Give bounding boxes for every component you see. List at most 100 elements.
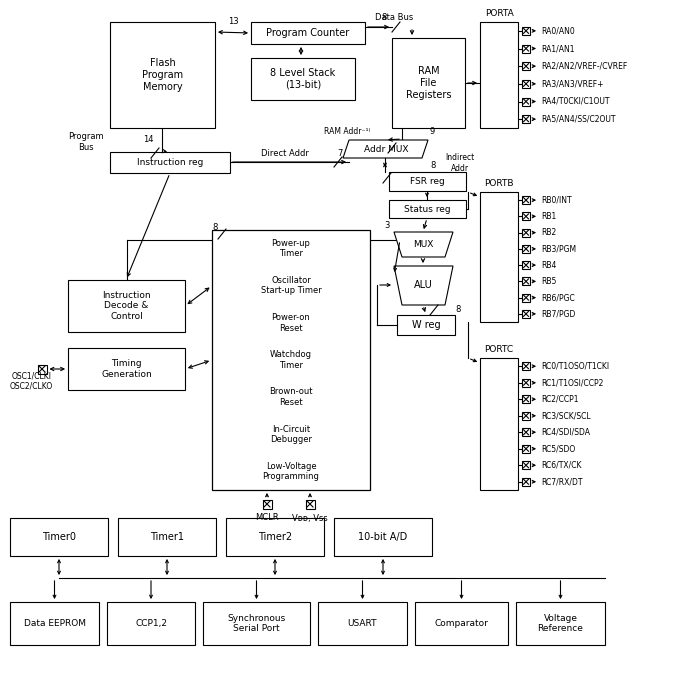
Bar (522, 245, 530, 253)
Text: 3: 3 (384, 220, 390, 229)
Text: Comparator: Comparator (435, 619, 489, 628)
Text: Instruction
Decode &
Control: Instruction Decode & Control (102, 291, 151, 321)
Text: Voltage
Reference: Voltage Reference (538, 614, 584, 633)
Text: CCP1,2: CCP1,2 (135, 619, 167, 628)
Text: 8: 8 (455, 306, 460, 315)
Bar (522, 212, 530, 220)
Text: 8: 8 (430, 161, 435, 170)
Text: 8 Level Stack
(13-bit): 8 Level Stack (13-bit) (270, 68, 335, 89)
Text: Timer2: Timer2 (258, 532, 292, 542)
Text: 8: 8 (382, 14, 387, 22)
Text: 9: 9 (430, 127, 435, 136)
Bar (480, 22, 518, 128)
Bar (392, 38, 465, 128)
Bar (203, 602, 310, 645)
Bar (262, 500, 271, 508)
Text: RA1/AN1: RA1/AN1 (541, 44, 575, 53)
Text: Data EEPROM: Data EEPROM (23, 619, 86, 628)
Bar (522, 228, 530, 237)
Bar (397, 315, 455, 335)
Text: Instruction reg: Instruction reg (137, 158, 203, 167)
Text: RC5/SDO: RC5/SDO (541, 444, 575, 454)
Text: 14: 14 (143, 136, 153, 144)
Text: 10-bit A/D: 10-bit A/D (358, 532, 408, 542)
Bar (522, 62, 530, 70)
Bar (522, 115, 530, 123)
Bar (522, 412, 530, 420)
Text: RAM
File
Registers: RAM File Registers (406, 66, 451, 100)
Text: RA2/AN2/VREF-/CVREF: RA2/AN2/VREF-/CVREF (541, 62, 627, 71)
Text: RC2/CCP1: RC2/CCP1 (541, 395, 578, 404)
Bar (226, 518, 324, 556)
Text: USART: USART (348, 619, 377, 628)
Bar (522, 445, 530, 453)
Bar (522, 98, 530, 106)
Text: MUX: MUX (413, 240, 434, 249)
Text: RC0/T1OSO/T1CKI: RC0/T1OSO/T1CKI (541, 362, 609, 371)
Bar (306, 500, 315, 508)
Text: Power-on
Reset: Power-on Reset (272, 313, 310, 332)
Text: PORTA: PORTA (484, 9, 513, 18)
Text: RA4/T0CKI/C1OUT: RA4/T0CKI/C1OUT (541, 97, 609, 106)
Bar (522, 379, 530, 386)
Bar (522, 461, 530, 469)
Text: RC7/RX/DT: RC7/RX/DT (541, 477, 582, 486)
Text: FSR reg: FSR reg (410, 177, 445, 186)
Text: 8: 8 (213, 224, 217, 233)
Bar (110, 22, 215, 128)
Text: 13: 13 (228, 18, 238, 26)
Bar (68, 280, 185, 332)
Text: RB3/PGM: RB3/PGM (541, 244, 576, 254)
Bar (251, 58, 355, 100)
Bar (522, 310, 530, 318)
Bar (516, 602, 605, 645)
Text: Program
Bus: Program Bus (68, 132, 104, 152)
Text: Direct Addr: Direct Addr (261, 150, 309, 159)
Text: In-Circuit
Debugger: In-Circuit Debugger (270, 424, 312, 444)
Text: Timer1: Timer1 (150, 532, 184, 542)
Text: RB1: RB1 (541, 212, 556, 221)
Bar (107, 602, 195, 645)
Bar (522, 45, 530, 52)
Text: Program Counter: Program Counter (266, 28, 350, 38)
Bar (522, 478, 530, 485)
Text: Timer0: Timer0 (42, 532, 76, 542)
Bar (389, 200, 466, 218)
Text: Indirect
Addr: Indirect Addr (445, 153, 474, 173)
Text: RA0/AN0: RA0/AN0 (541, 26, 575, 35)
Text: RC6/TX/CK: RC6/TX/CK (541, 461, 582, 470)
Text: W reg: W reg (412, 320, 440, 330)
Text: Status reg: Status reg (404, 205, 451, 214)
Text: Power-up
Timer: Power-up Timer (272, 239, 310, 258)
Polygon shape (394, 266, 453, 305)
Text: RB4: RB4 (541, 260, 556, 270)
Text: RC4/SDI/SDA: RC4/SDI/SDA (541, 428, 590, 437)
Text: Flash
Program
Memory: Flash Program Memory (142, 58, 183, 92)
Text: PORTC: PORTC (484, 344, 513, 353)
Text: ALU: ALU (414, 281, 433, 290)
Bar (118, 518, 216, 556)
Bar (10, 602, 99, 645)
Text: Vᴅᴅ, Vss: Vᴅᴅ, Vss (292, 513, 328, 523)
Bar (522, 395, 530, 403)
Bar (68, 348, 185, 390)
Text: Oscillator
Start-up Timer: Oscillator Start-up Timer (261, 276, 322, 296)
Bar (110, 152, 230, 173)
Text: Brown-out
Reset: Brown-out Reset (269, 387, 313, 407)
Text: Synchronous
Serial Port: Synchronous Serial Port (228, 614, 286, 633)
Text: RC1/T1OSI/CCP2: RC1/T1OSI/CCP2 (541, 378, 603, 387)
Text: Watchdog
Timer: Watchdog Timer (270, 351, 312, 370)
Text: OSC1/CLKI
OSC2/CLKO: OSC1/CLKI OSC2/CLKO (10, 372, 53, 391)
Bar (212, 230, 370, 490)
Text: RB5: RB5 (541, 277, 556, 286)
Text: Addr MUX: Addr MUX (364, 144, 408, 153)
Text: RB7/PGD: RB7/PGD (541, 309, 575, 319)
Text: Timing
Generation: Timing Generation (101, 359, 152, 379)
Bar (522, 27, 530, 35)
Bar (334, 518, 432, 556)
Bar (480, 192, 518, 322)
Bar (389, 172, 466, 191)
Bar (37, 365, 46, 374)
Text: RB6/PGC: RB6/PGC (541, 293, 575, 302)
Bar (10, 518, 108, 556)
